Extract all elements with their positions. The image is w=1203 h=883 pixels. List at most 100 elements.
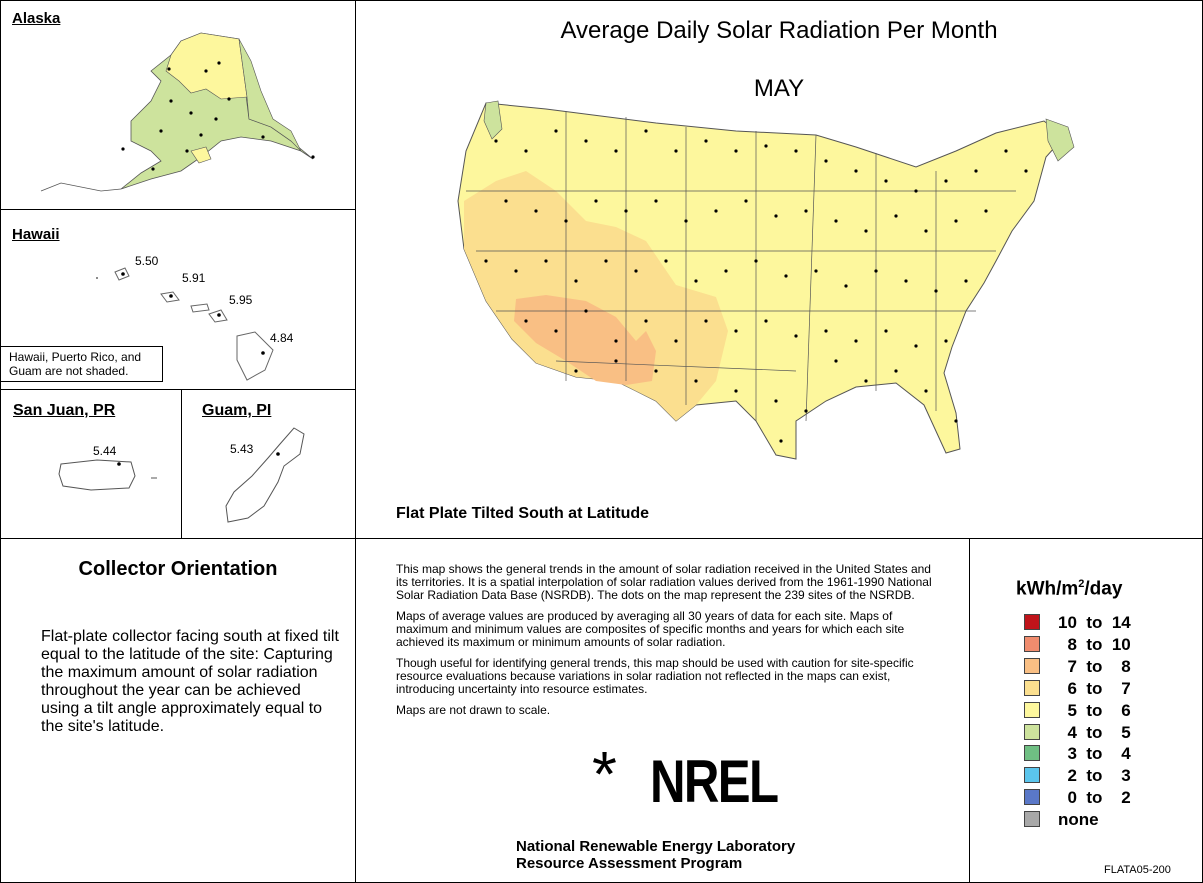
nsrdb-site-dot [814, 269, 818, 273]
legend-range: 7 to 8 [1058, 656, 1131, 676]
nsrdb-site-dot [734, 149, 738, 153]
hawaii-value-kauai: 5.50 [135, 254, 159, 268]
nsrdb-site-dot [584, 139, 588, 143]
nsrdb-site-dot [624, 209, 628, 213]
collector-heading: Collector Orientation [78, 558, 278, 580]
nsrdb-site-dot [544, 259, 548, 263]
nsrdb-site-dot [774, 399, 778, 403]
nsrdb-site-dot [904, 279, 908, 283]
legend-swatch [1024, 701, 1040, 718]
nsrdb-site-dot [644, 319, 648, 323]
puerto-rico-map [58, 459, 157, 491]
org-program: Resource Assessment Program [516, 855, 743, 872]
nsrdb-site-dot [944, 179, 948, 183]
conus-zone-4-5-west [483, 100, 503, 140]
nsrdb-site-dot [854, 169, 858, 173]
alaska-label: Alaska [12, 10, 61, 27]
nsrdb-site-dot [824, 159, 828, 163]
description-panel: This map shows the general trends in the… [355, 538, 970, 883]
legend-swatch [1024, 789, 1040, 806]
nsrdb-site-dot [734, 389, 738, 393]
nsrdb-site-dot [1024, 169, 1028, 173]
map-title: Average Daily Solar Radiation Per Month [560, 17, 998, 44]
nrel-logo-text: NREL [650, 748, 779, 815]
guam-map [225, 427, 305, 523]
nsrdb-site-dot [494, 139, 498, 143]
nsrdb-site-dot [514, 269, 518, 273]
nsrdb-site-dot [694, 279, 698, 283]
nsrdb-site-dot [804, 409, 808, 413]
nsrdb-site-dot [734, 329, 738, 333]
nsrdb-site-dot [614, 149, 618, 153]
nsrdb-site-dot [834, 219, 838, 223]
description-p3: Though useful for identifying general tr… [396, 656, 914, 696]
nsrdb-site-dot [744, 199, 748, 203]
nsrdb-site-dot [674, 149, 678, 153]
nsrdb-site-dot [864, 379, 868, 383]
map-subtitle: Flat Plate Tilted South at Latitude [396, 505, 650, 522]
nsrdb-site-dot [884, 329, 888, 333]
nsrdb-site-dot [844, 284, 848, 288]
nsrdb-site-dot [554, 129, 558, 133]
legend-unit: kWh/m2/day [1016, 578, 1123, 600]
nsrdb-site-dot [854, 339, 858, 343]
alaska-panel: Alaska [0, 0, 356, 210]
alaska-map [40, 32, 315, 192]
figure-code: FLATA05-200 [1104, 864, 1171, 876]
legend-swatch [1024, 614, 1040, 630]
nsrdb-site-dot [524, 149, 528, 153]
nsrdb-site-dot [984, 209, 988, 213]
map-month: MAY [753, 75, 805, 102]
legend-range: 0 to 2 [1058, 788, 1131, 808]
legend-range: none [1058, 810, 1099, 830]
org-name: National Renewable Energy Laboratory [516, 838, 796, 855]
nsrdb-site-dot [884, 179, 888, 183]
nsrdb-site-dot [804, 209, 808, 213]
nsrdb-site-dot [924, 229, 928, 233]
nsrdb-site-dots [484, 129, 1028, 443]
nsrdb-site-dot [824, 329, 828, 333]
nsrdb-site-dot [714, 209, 718, 213]
conus-zone-7-8 [514, 295, 656, 385]
nsrdb-site-dot [864, 229, 868, 233]
nsrdb-site-dot [634, 269, 638, 273]
collector-panel: Collector Orientation Flat-plate collect… [0, 538, 356, 883]
legend-range: 2 to 3 [1058, 766, 1131, 786]
description-text: This map shows the general trends in the… [396, 563, 936, 725]
legend-range: 6 to 7 [1058, 678, 1131, 698]
puerto-rico-label: San Juan, PR [13, 402, 116, 419]
nsrdb-site-dot [704, 319, 708, 323]
nrel-sun-icon: * [592, 738, 617, 810]
nsrdb-site-dot [684, 219, 688, 223]
puerto-rico-panel: San Juan, PR 5.44 [0, 389, 182, 539]
main-map-panel: Average Daily Solar Radiation Per Month … [355, 0, 1203, 539]
nsrdb-site-dot [654, 369, 658, 373]
nsrdb-site-dot [964, 279, 968, 283]
nsrdb-site-dot [974, 169, 978, 173]
nsrdb-site-dot [584, 309, 588, 313]
nsrdb-site-dot [794, 334, 798, 338]
nsrdb-site-dot [554, 329, 558, 333]
collector-text: Flat-plate collector facing south at fix… [41, 628, 339, 735]
nsrdb-site-dot [794, 149, 798, 153]
nsrdb-site-dot [504, 199, 508, 203]
legend-range: 8 to 10 [1058, 634, 1131, 654]
nsrdb-site-dot [694, 379, 698, 383]
nsrdb-site-dot [594, 199, 598, 203]
nsrdb-site-dot [604, 259, 608, 263]
nsrdb-site-dot [784, 274, 788, 278]
nsrdb-site-dot [894, 214, 898, 218]
nsrdb-site-dot [764, 319, 768, 323]
legend-swatch [1024, 679, 1040, 696]
nsrdb-site-dot [664, 259, 668, 263]
nsrdb-site-dot [764, 144, 768, 148]
nsrdb-site-dot [914, 344, 918, 348]
hawaii-label: Hawaii [12, 226, 60, 243]
hawaii-value-oahu: 5.91 [182, 271, 206, 285]
nsrdb-site-dot [614, 339, 618, 343]
nsrdb-site-dot [644, 129, 648, 133]
description-p4: Maps are not drawn to scale. [396, 703, 551, 717]
guam-label: Guam, PI [202, 402, 272, 419]
nsrdb-site-dot [524, 319, 528, 323]
guam-panel: Guam, PI 5.43 [181, 389, 356, 539]
